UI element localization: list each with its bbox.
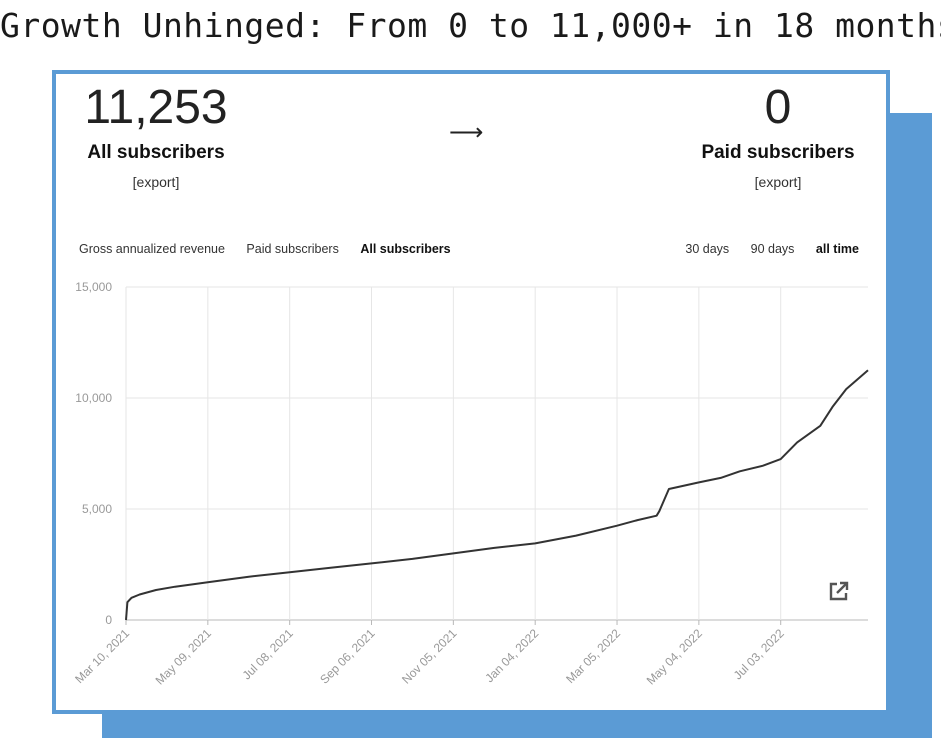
y-tick-label: 0	[105, 613, 112, 627]
paid-subscribers-stat: 0 Paid subscribers [export]	[688, 81, 868, 191]
tab-gross-annualized-revenue[interactable]: Gross annualized revenue	[79, 242, 225, 256]
tab-all-time[interactable]: all time	[815, 242, 859, 256]
tab-90-days[interactable]: 90 days	[750, 242, 795, 256]
external-link-icon[interactable]	[828, 580, 850, 607]
subscribers-line-chart: 0 5,000 10,000 15,000 Mar 10, 2021 May 09, 20…	[72, 280, 869, 688]
all-subscribers-label: All subscribers	[87, 142, 225, 163]
y-tick-label: 15,000	[75, 280, 112, 294]
paid-subscribers-export-link[interactable]: [export]	[754, 174, 802, 190]
x-tick-label: Nov 05, 2021	[399, 626, 460, 687]
all-subscribers-series-line	[125, 369, 869, 621]
all-subscribers-export-link[interactable]: [export]	[132, 174, 180, 190]
all-subscribers-stat: 11,253 All subscribers [export]	[76, 81, 236, 191]
all-subscribers-count: 11,253	[84, 81, 228, 134]
paid-subscribers-label: Paid subscribers	[701, 142, 855, 163]
tab-paid-subscribers[interactable]: Paid subscribers	[246, 242, 339, 256]
x-tick-label: May 09, 2021	[153, 626, 215, 688]
tab-all-subscribers[interactable]: All subscribers	[360, 242, 451, 256]
paid-subscribers-count: 0	[764, 81, 792, 134]
y-tick-label: 10,000	[75, 391, 112, 405]
range-tabs: 30 days 90 days all time	[685, 242, 859, 256]
tab-30-days[interactable]: 30 days	[685, 242, 730, 256]
x-tick-label: Jul 03, 2022	[731, 626, 787, 682]
arrow-icon: ⟶	[449, 119, 484, 146]
x-tick-label: Jan 04, 2022	[482, 626, 541, 685]
x-tick-label: Jul 08, 2021	[240, 626, 296, 682]
x-tick-label: Mar 10, 2021	[72, 626, 132, 686]
x-tick-label: Sep 06, 2021	[317, 626, 378, 687]
metric-tabs: Gross annualized revenue Paid subscriber…	[79, 242, 451, 256]
y-tick-label: 5,000	[82, 502, 112, 516]
headline: Growth Unhinged: From 0 to 11,000+ in 18…	[0, 6, 941, 45]
x-tick-label: May 04, 2022	[644, 626, 706, 688]
x-tick-label: Mar 05, 2022	[563, 626, 623, 686]
dashboard-card: 11,253 All subscribers [export] ⟶ 0 Paid…	[52, 70, 890, 714]
